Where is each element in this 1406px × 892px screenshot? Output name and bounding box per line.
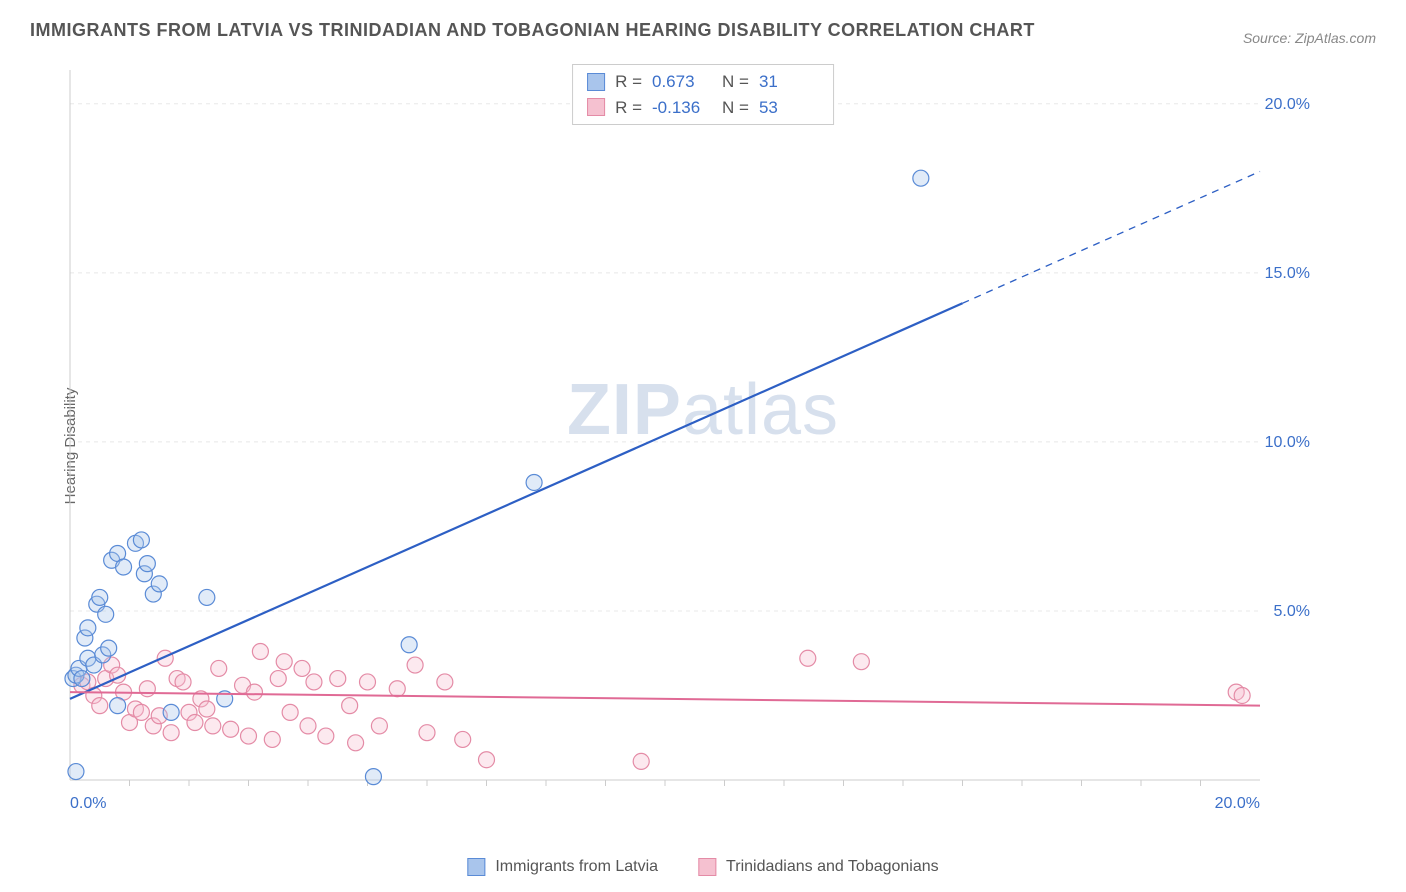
r-value-latvia: 0.673 <box>652 69 712 95</box>
swatch-trinidad <box>587 98 605 116</box>
chart-svg: 5.0% 10.0% 15.0% 20.0% 0.0% 20.0% <box>50 60 1340 820</box>
r-value-trinidad: -0.136 <box>652 95 712 121</box>
chart-title: IMMIGRANTS FROM LATVIA VS TRINIDADIAN AN… <box>30 20 1035 41</box>
legend-label-trinidad: Trinidadians and Tobagonians <box>726 858 939 876</box>
svg-text:0.0%: 0.0% <box>70 795 106 812</box>
svg-text:20.0%: 20.0% <box>1215 795 1260 812</box>
svg-text:20.0%: 20.0% <box>1265 96 1310 113</box>
legend-row-latvia: R = 0.673 N = 31 <box>587 69 819 95</box>
n-value-trinidad: 53 <box>759 95 819 121</box>
r-label: R = <box>615 69 642 95</box>
r-label: R = <box>615 95 642 121</box>
n-label: N = <box>722 69 749 95</box>
legend-item-trinidad: Trinidadians and Tobagonians <box>698 858 939 876</box>
swatch-latvia <box>587 73 605 91</box>
series-legend: Immigrants from Latvia Trinidadians and … <box>467 858 938 876</box>
correlation-legend: R = 0.673 N = 31 R = -0.136 N = 53 <box>572 64 834 125</box>
swatch-latvia-icon <box>467 858 485 876</box>
svg-text:5.0%: 5.0% <box>1274 603 1310 620</box>
source-attribution: Source: ZipAtlas.com <box>1243 30 1376 46</box>
svg-text:15.0%: 15.0% <box>1265 265 1310 282</box>
swatch-trinidad-icon <box>698 858 716 876</box>
n-label: N = <box>722 95 749 121</box>
legend-item-latvia: Immigrants from Latvia <box>467 858 658 876</box>
svg-text:10.0%: 10.0% <box>1265 434 1310 451</box>
n-value-latvia: 31 <box>759 69 819 95</box>
legend-label-latvia: Immigrants from Latvia <box>495 858 658 876</box>
legend-row-trinidad: R = -0.136 N = 53 <box>587 95 819 121</box>
scatter-chart: 5.0% 10.0% 15.0% 20.0% 0.0% 20.0% <box>50 60 1340 820</box>
